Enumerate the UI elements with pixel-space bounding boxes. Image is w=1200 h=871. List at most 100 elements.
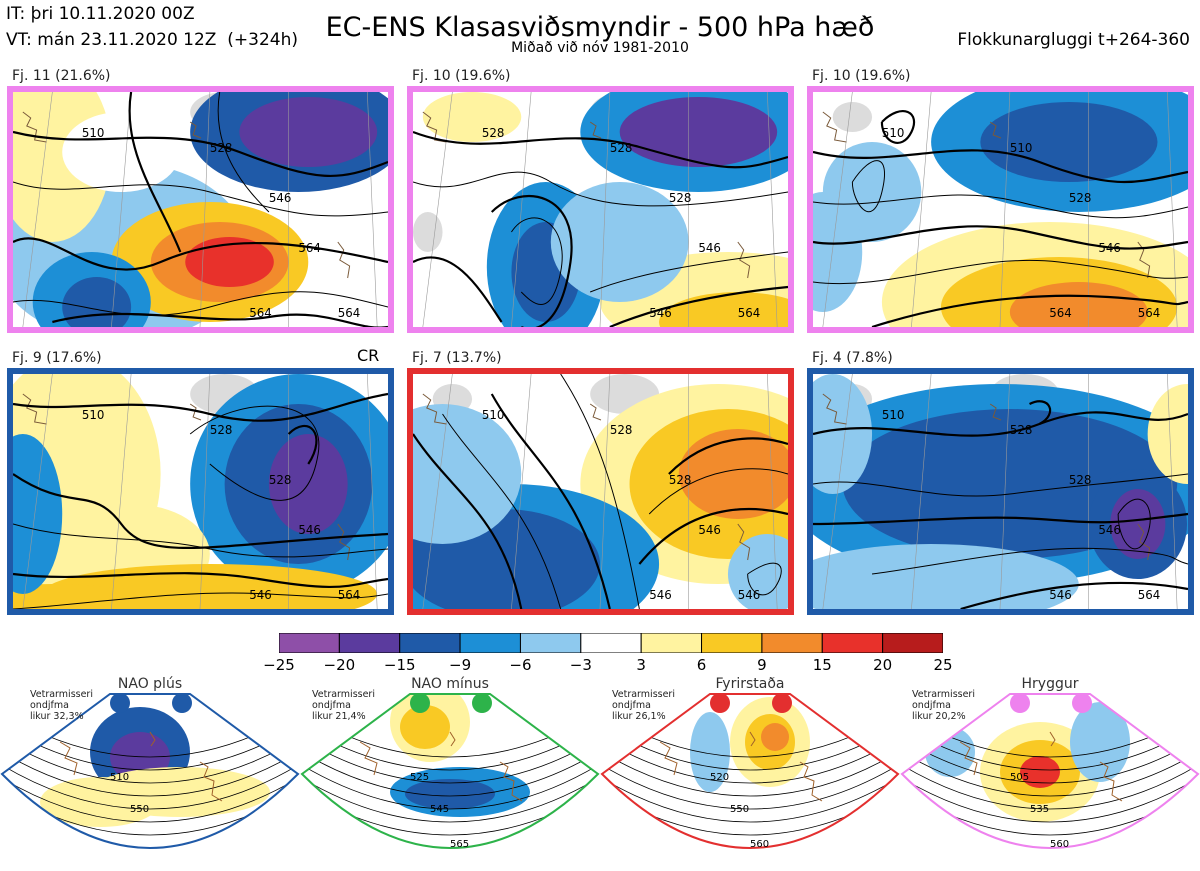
height-contour — [13, 181, 388, 217]
anomaly-blob — [422, 92, 522, 142]
regime-coastline — [59, 731, 223, 802]
regime-marker-dot — [410, 693, 430, 713]
regime-map: 525 545 565 — [300, 693, 600, 850]
cluster-map-panel-3: 510 510 528 546 564 564 — [807, 86, 1194, 333]
regime-map: 520 550 560 — [600, 693, 900, 850]
colorbar-tick-label: 9 — [757, 656, 767, 674]
graticule-line — [511, 374, 532, 609]
height-contour — [413, 130, 788, 169]
height-contour — [1029, 400, 1052, 425]
colorbar-segment — [640, 633, 703, 653]
anomaly-blob — [813, 544, 1079, 609]
colorbar-tick-label: −6 — [509, 656, 532, 674]
height-contour — [13, 392, 388, 422]
panel-label-6: Fj. 4 (7.8%) — [812, 350, 893, 366]
regime-contour-label: 505 — [1010, 772, 1029, 783]
regime-marker-dot — [172, 693, 192, 713]
contour-label: 546 — [298, 523, 321, 537]
regime-anomaly-blob — [40, 777, 160, 827]
contour-label: 564 — [298, 241, 321, 255]
regime-marker-dot — [1072, 693, 1092, 713]
regime-contour — [2, 776, 298, 823]
height-contour — [648, 468, 788, 515]
height-contour — [413, 433, 523, 609]
regime-contour-label: 550 — [130, 804, 149, 815]
regime-coastline — [359, 731, 523, 802]
anomaly-blob — [1009, 282, 1148, 327]
graticule-line — [511, 92, 532, 327]
contour-label: 528 — [1010, 423, 1033, 437]
coastline — [422, 393, 751, 561]
regime-contour-label: 535 — [1030, 804, 1049, 815]
contour-label: 546 — [698, 241, 721, 255]
graticule-line — [599, 374, 611, 609]
panel-label-1: Fj. 11 (21.6%) — [12, 68, 111, 84]
regime-map: 505 535 560 — [900, 693, 1200, 850]
anomaly-map: 528 528 528 546 546 564 — [413, 92, 788, 327]
height-contour — [490, 393, 611, 609]
regime-contour — [602, 776, 898, 823]
regime-ridge: 505 535 560 Hryggur Vetrarmisseri ondjfma li… — [900, 672, 1200, 871]
colorbar-tick-label: −9 — [449, 656, 472, 674]
graticule-line — [911, 92, 932, 327]
regime-outline — [900, 693, 1200, 849]
height-contour — [813, 149, 1188, 184]
height-contour — [13, 572, 388, 588]
regime-nao-minus: 525 545 565 NAO mínus Vetrarmisseri ondjfma … — [300, 672, 600, 871]
regime-marker-dot — [1010, 693, 1030, 713]
lead-time: (+324h) — [227, 30, 298, 50]
contour-label: 528 — [210, 141, 233, 155]
contour-label: 510 — [1010, 141, 1033, 155]
anomaly-colorbar — [279, 633, 943, 653]
height-contour — [287, 424, 318, 465]
regime-probability-note: Vetrarmisseri ondjfma likur 21,4% — [312, 689, 375, 722]
regime-contour — [902, 763, 1198, 810]
regime-contour-label: 565 — [450, 839, 469, 850]
coastline — [422, 111, 751, 279]
height-contour — [589, 251, 788, 293]
regime-probability-note: Vetrarmisseri ondjfma likur 26,1% — [612, 689, 675, 722]
anomaly-map: 510 528 528 546 546 564 — [813, 374, 1188, 609]
contour-label: 564 — [1138, 588, 1161, 602]
anomaly-blob — [185, 237, 274, 287]
anomaly-blob — [13, 584, 190, 609]
regime-contour-label: 550 — [730, 804, 749, 815]
contour-label: 564 — [1049, 306, 1072, 320]
contour-label: 528 — [669, 191, 692, 205]
height-contour — [560, 374, 640, 609]
anomaly-map: 510 528 546 564 564 564 — [13, 92, 388, 327]
contour-label: 510 — [882, 126, 905, 140]
regime-marker-dot — [110, 693, 130, 713]
anomaly-map: 510 528 528 546 546 564 — [13, 374, 388, 609]
panel-label-2: Fj. 10 (19.6%) — [412, 68, 511, 84]
regime-name: NAO plús — [117, 676, 183, 692]
clustering-window: Flokkunargluggi t+264-360 — [957, 30, 1190, 50]
regime-contour — [602, 750, 898, 797]
page-subtitle: Miðað við nóv 1981-2010 — [511, 40, 689, 56]
height-contour — [13, 291, 388, 316]
regime-anomaly-blob — [761, 723, 789, 751]
colorbar-segment — [519, 633, 582, 653]
contour-label: 564 — [338, 588, 361, 602]
colorbar-segment — [459, 633, 521, 653]
height-contour — [813, 194, 1188, 219]
cluster-map-panel-6: 510 528 528 546 546 564 — [807, 368, 1194, 615]
regime-probability-note: Vetrarmisseri ondjfma likur 20,2% — [912, 689, 975, 722]
panel-label-5: Fj. 7 (13.7%) — [412, 350, 502, 366]
contour-label: 546 — [1098, 523, 1121, 537]
anomaly-blob — [62, 112, 181, 192]
graticule-line — [767, 374, 778, 609]
regime-marker-dot — [472, 693, 492, 713]
height-contour — [217, 92, 270, 213]
colorbar-segment — [399, 633, 461, 653]
regime-contour — [302, 776, 598, 823]
height-contour — [668, 437, 788, 475]
regime-contour — [302, 750, 598, 797]
height-contour — [880, 110, 916, 144]
contour-label: 528 — [610, 141, 633, 155]
colorbar-segment — [279, 633, 340, 653]
regime-contour — [602, 763, 898, 810]
height-contour — [13, 592, 388, 609]
anomaly-blob — [1147, 384, 1188, 484]
regime-coastline — [659, 731, 823, 802]
